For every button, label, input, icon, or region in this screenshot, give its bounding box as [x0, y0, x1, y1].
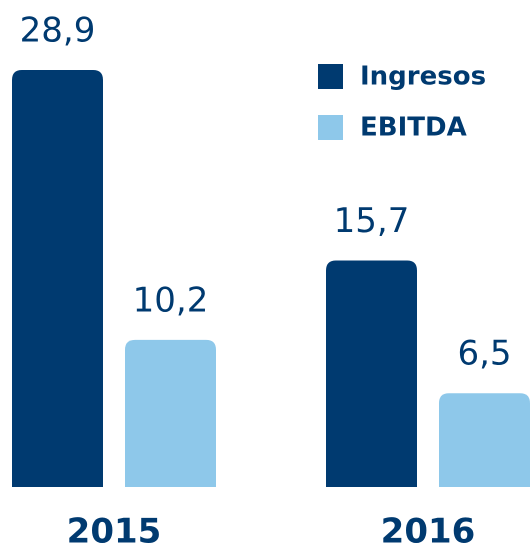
bar — [326, 260, 417, 487]
value-label: 6,5 — [457, 334, 511, 374]
x-tick-label: 2015 — [67, 512, 162, 549]
bar — [125, 339, 216, 487]
bar — [439, 393, 530, 487]
legend-swatch — [318, 64, 343, 89]
value-label: 10,2 — [133, 280, 209, 320]
value-label: 15,7 — [334, 201, 410, 241]
legend-label: EBITDA — [360, 113, 467, 143]
bar — [12, 70, 103, 487]
value-label: 28,9 — [20, 11, 96, 51]
x-tick-label: 2016 — [381, 512, 476, 549]
legend-swatch — [318, 115, 343, 140]
legend-label: Ingresos — [360, 62, 486, 92]
